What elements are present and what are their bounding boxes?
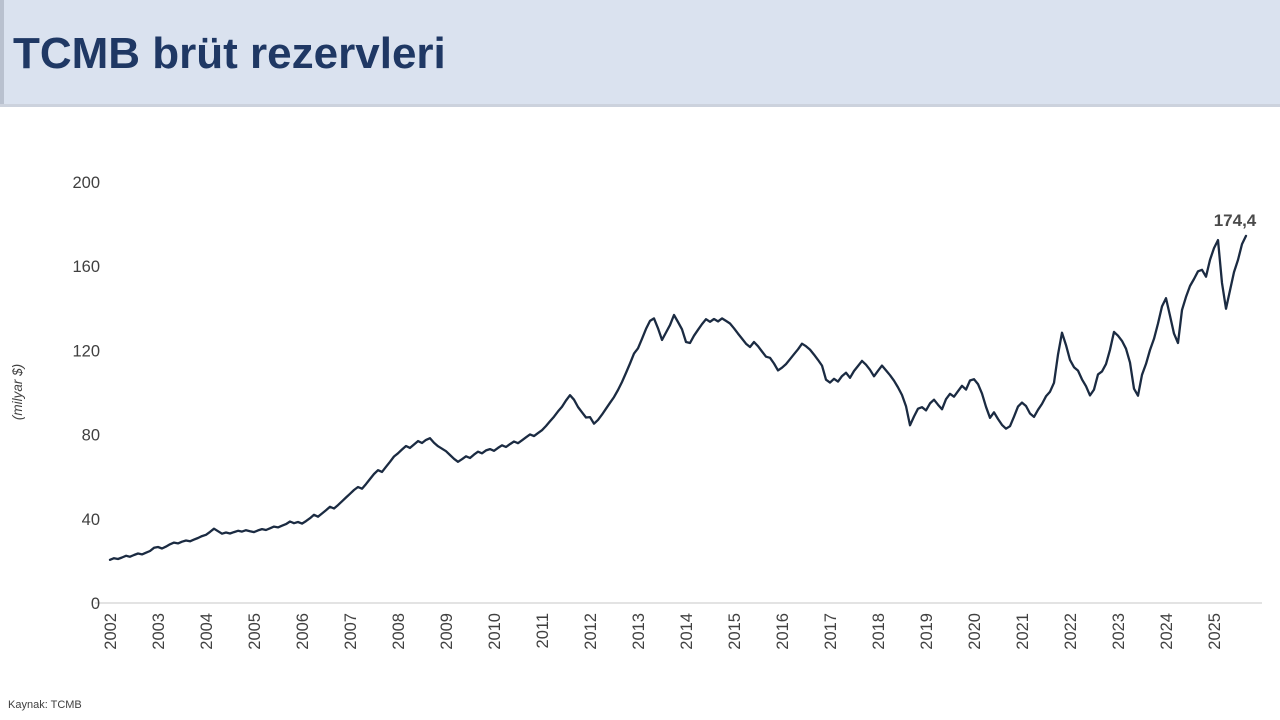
y-axis-tick-label: 40 bbox=[82, 511, 100, 529]
y-axis-tick-label: 200 bbox=[72, 174, 100, 192]
chart-area: 0 40 80 120 160 200 (milyar $) 2002 2003 2004 2005… bbox=[0, 107, 1280, 687]
last-point-label: 174,4 bbox=[1214, 211, 1257, 230]
slide-header: TCMB brüt rezervleri bbox=[0, 0, 1280, 107]
y-axis-tick-label: 80 bbox=[82, 427, 100, 445]
x-axis-tick-label: 2019 bbox=[918, 613, 936, 650]
x-axis-tick-label: 2025 bbox=[1206, 613, 1224, 650]
y-axis-title: (milyar $) bbox=[10, 364, 25, 420]
x-axis-tick-label: 2014 bbox=[678, 613, 696, 650]
x-axis-tick-label: 2009 bbox=[438, 613, 456, 650]
x-axis-tick-label: 2004 bbox=[198, 613, 216, 650]
y-axis-tick-label: 0 bbox=[91, 595, 100, 613]
x-axis-tick-label: 2003 bbox=[150, 613, 168, 650]
x-axis-tick-label: 2023 bbox=[1110, 613, 1128, 650]
x-axis-tick-label: 2024 bbox=[1158, 613, 1176, 650]
reserves-line-chart: 0 40 80 120 160 200 (milyar $) 2002 2003 2004 2005… bbox=[10, 174, 1262, 650]
x-axis-tick-label: 2013 bbox=[630, 613, 648, 650]
x-axis-tick-label: 2015 bbox=[726, 613, 744, 650]
y-axis-tick-label: 160 bbox=[72, 258, 100, 276]
x-axis-tick-label: 2006 bbox=[294, 613, 312, 650]
x-axis-tick-label: 2007 bbox=[342, 613, 360, 650]
x-axis-tick-label: 2020 bbox=[966, 613, 984, 650]
x-axis-tick-label: 2016 bbox=[774, 613, 792, 650]
x-axis-tick-label: 2005 bbox=[246, 613, 264, 650]
x-axis-tick-label: 2010 bbox=[486, 613, 504, 650]
x-axis-tick-label: 2018 bbox=[870, 613, 888, 650]
x-axis-tick-label: 2011 bbox=[534, 613, 552, 648]
x-axis-tick-label: 2002 bbox=[102, 613, 120, 650]
series-line bbox=[108, 234, 1248, 561]
x-axis-tick-label: 2017 bbox=[822, 613, 840, 650]
x-axis-tick-label: 2008 bbox=[390, 613, 408, 650]
page-title: TCMB brüt rezervleri bbox=[13, 29, 446, 78]
x-axis-tick-label: 2021 bbox=[1014, 613, 1032, 650]
source-note: Kaynak: TCMB bbox=[8, 699, 82, 711]
x-axis-tick-label: 2012 bbox=[582, 613, 600, 650]
x-axis-tick-label: 2022 bbox=[1062, 613, 1080, 650]
y-axis-tick-label: 120 bbox=[72, 342, 100, 360]
